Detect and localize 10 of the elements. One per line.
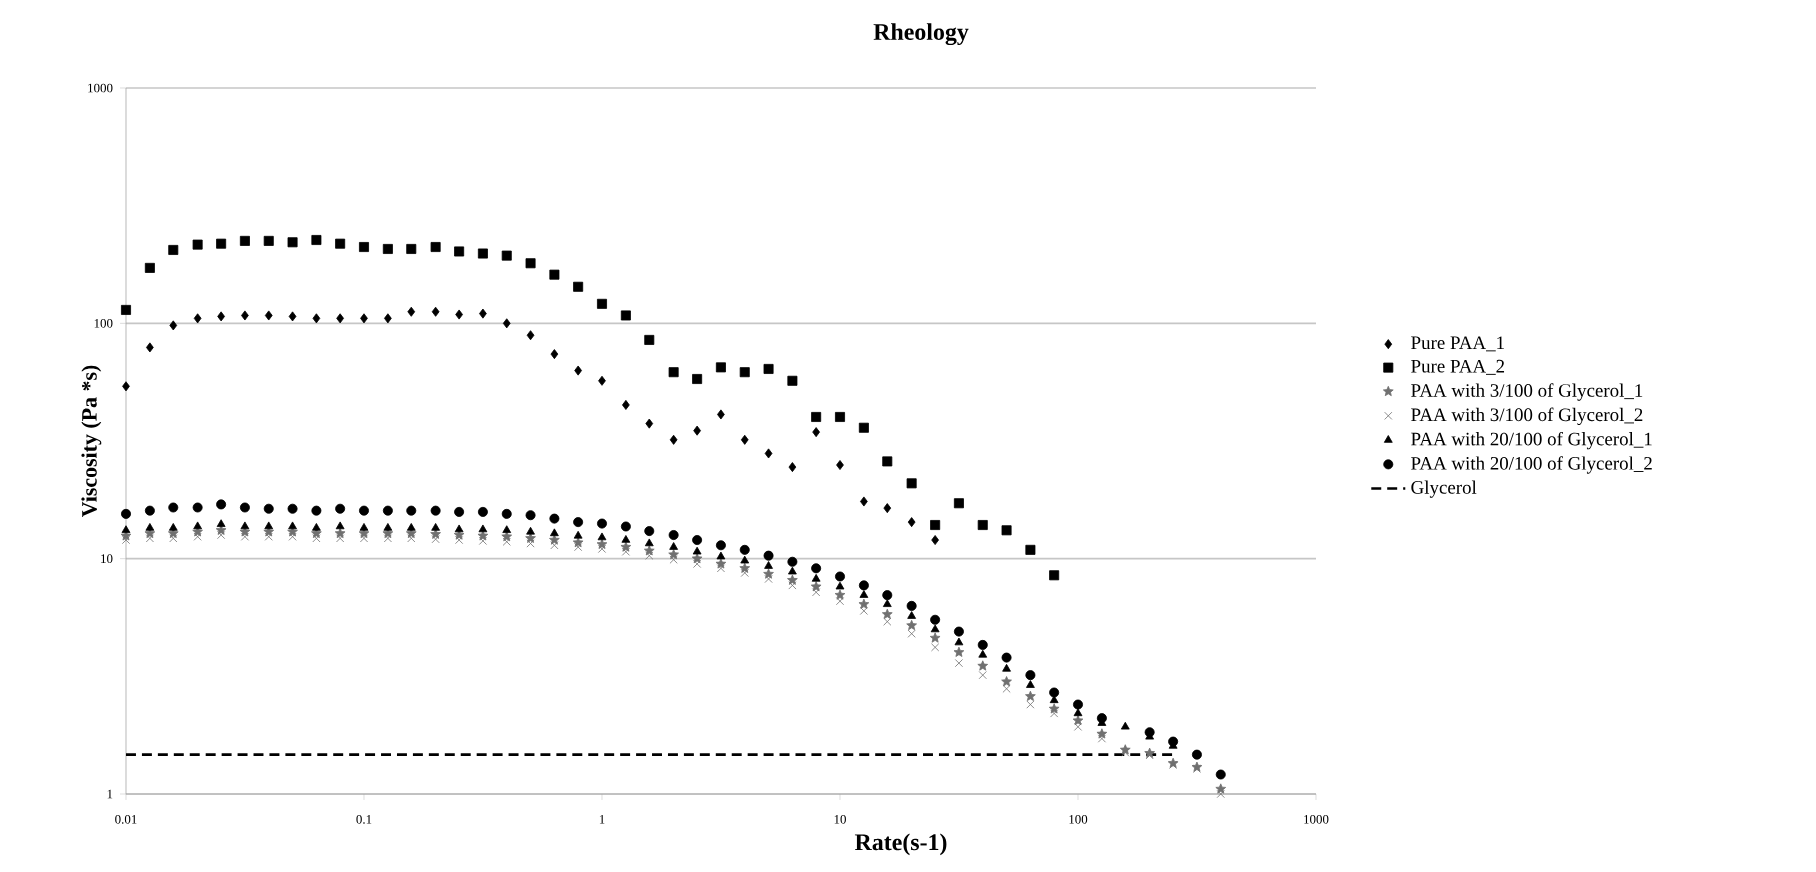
legend-label: PAA with 3/100 of Glycerol_1: [1411, 383, 1643, 401]
x-axis-title: Rate(s-1): [854, 833, 947, 856]
legend-label: PAA with 20/100 of Glycerol_2: [1411, 456, 1652, 474]
legend-label: Glycerol: [1411, 480, 1477, 498]
y-axis-title: Viscosity (Pa *s): [81, 365, 102, 518]
legend-label: PAA with 3/100 of Glycerol_2: [1411, 407, 1643, 426]
chart-title: Rheology: [873, 23, 969, 46]
legend-label: PAA with 20/100 of Glycerol_1: [1411, 431, 1652, 450]
legend-label: Pure PAA_1: [1411, 336, 1504, 352]
legend-label: Pure PAA_2: [1411, 359, 1505, 375]
